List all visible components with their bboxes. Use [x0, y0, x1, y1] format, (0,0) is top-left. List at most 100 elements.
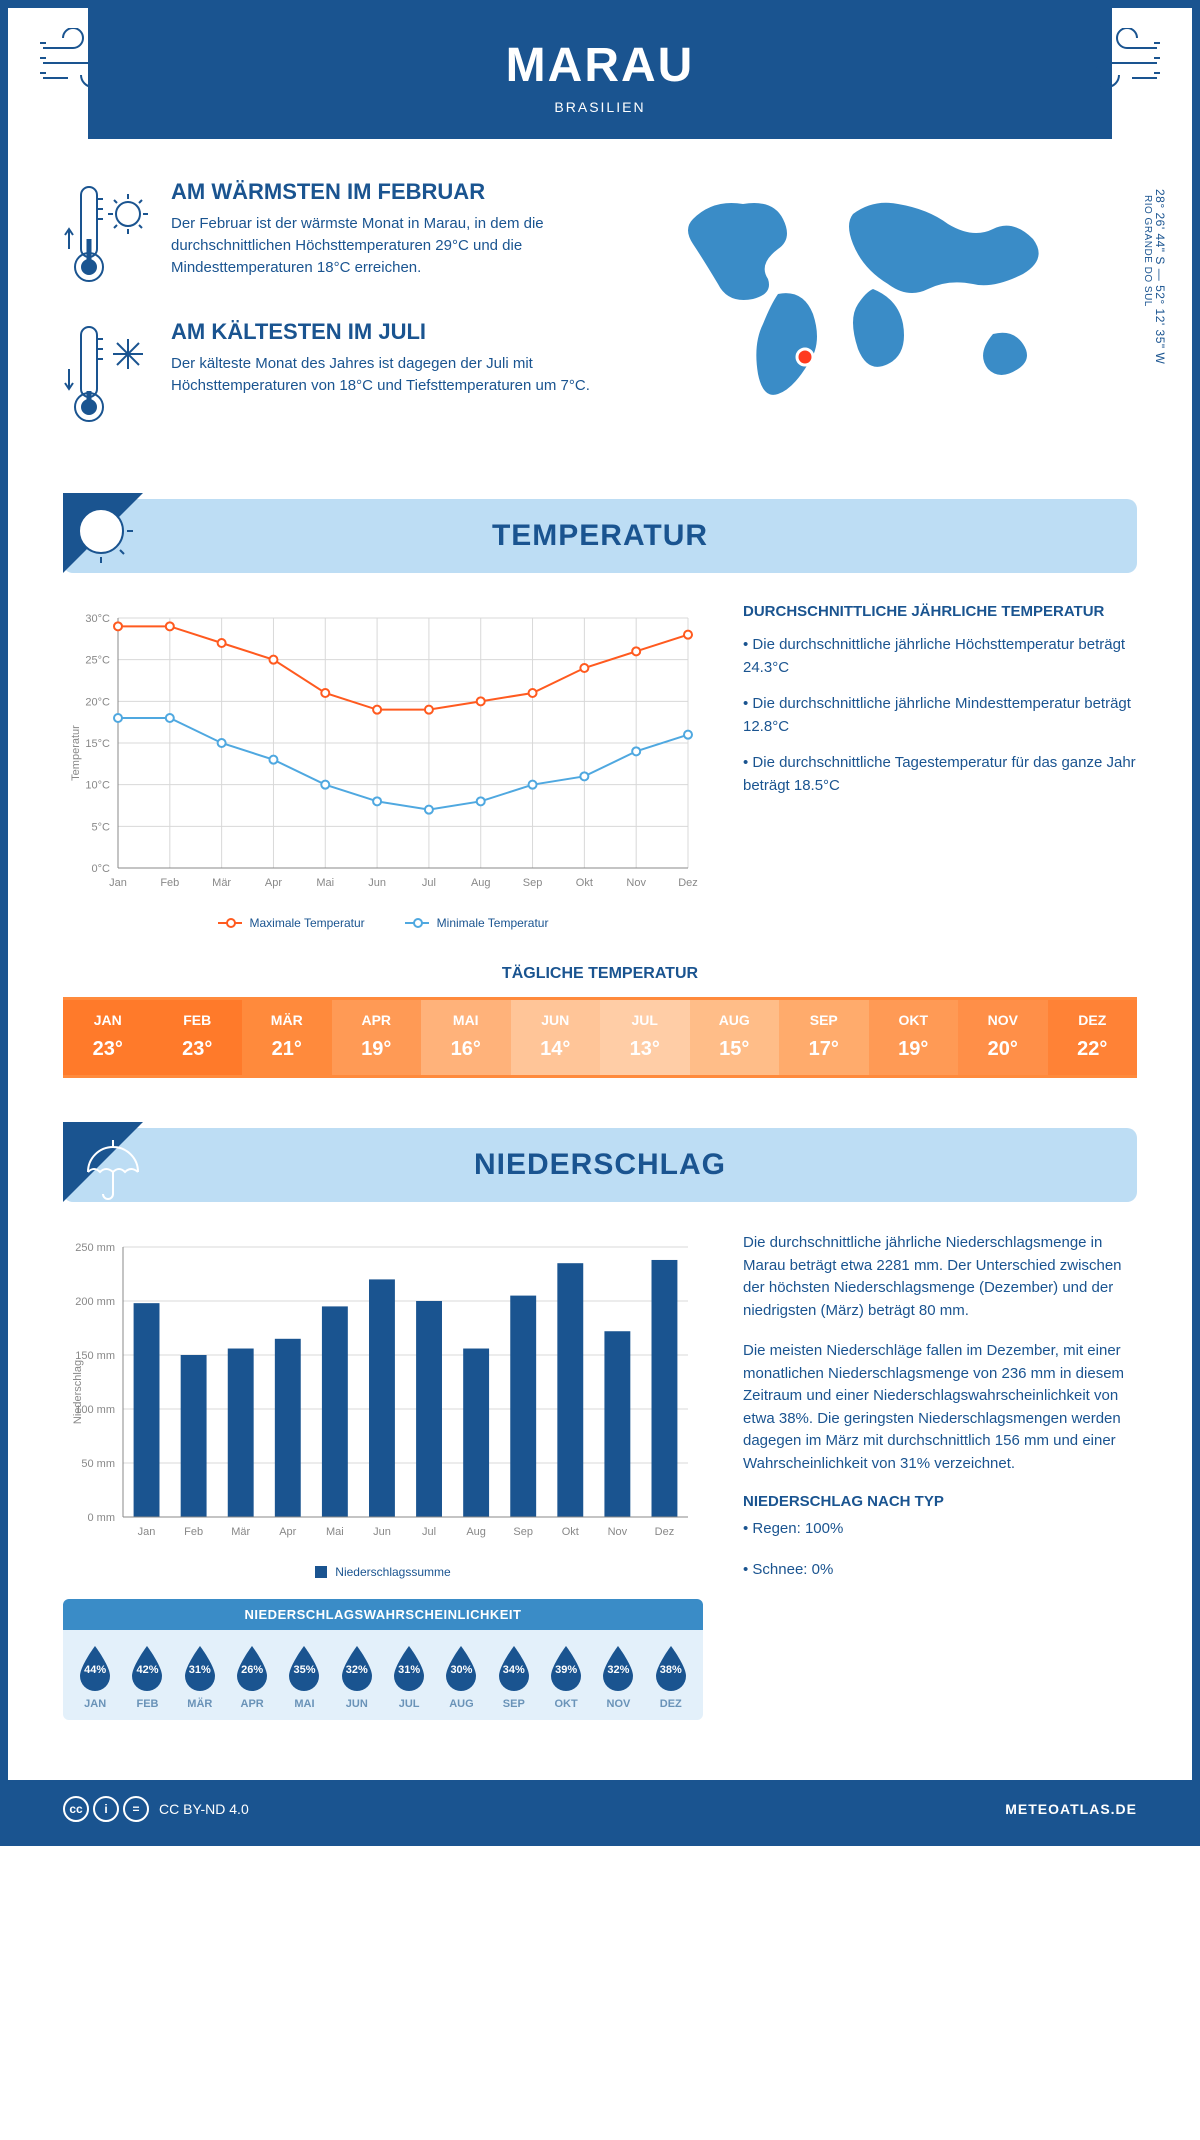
- temperature-info: DURCHSCHNITTLICHE JÄHRLICHE TEMPERATUR •…: [743, 603, 1137, 930]
- precipitation-chart: 0 mm50 mm100 mm150 mm200 mm250 mmJanFebM…: [63, 1232, 703, 1579]
- raindrop-icon: 26%: [233, 1644, 271, 1692]
- cc-icons: cc i =: [63, 1796, 149, 1822]
- svg-text:Dez: Dez: [655, 1526, 675, 1538]
- svg-text:0 mm: 0 mm: [88, 1512, 116, 1524]
- svg-text:200 mm: 200 mm: [75, 1296, 115, 1308]
- precipitation-probability: NIEDERSCHLAGSWAHRSCHEINLICHKEIT 44%JAN 4…: [63, 1599, 703, 1720]
- svg-text:250 mm: 250 mm: [75, 1242, 115, 1254]
- warmest-fact: AM WÄRMSTEN IM FEBRUAR Der Februar ist d…: [63, 179, 623, 289]
- prob-cell: 34%SEP: [490, 1644, 538, 1710]
- precipitation-title: NIEDERSCHLAG: [63, 1148, 1137, 1182]
- svg-text:Temperatur: Temperatur: [70, 725, 82, 781]
- temp-cell: AUG15°: [690, 1000, 780, 1075]
- nd-icon: =: [123, 1796, 149, 1822]
- svg-text:Jul: Jul: [422, 1526, 436, 1538]
- svg-text:Mär: Mär: [231, 1526, 250, 1538]
- prob-cell: 32%JUN: [333, 1644, 381, 1710]
- warmest-title: AM WÄRMSTEN IM FEBRUAR: [171, 179, 623, 205]
- svg-text:Mai: Mai: [316, 877, 334, 889]
- svg-text:Aug: Aug: [466, 1526, 486, 1538]
- raindrop-icon: 34%: [495, 1644, 533, 1692]
- svg-text:Jun: Jun: [368, 877, 386, 889]
- prob-cell: 31%JUL: [385, 1644, 433, 1710]
- wind-icon: [1072, 28, 1162, 98]
- prob-cell: 35%MAI: [280, 1644, 328, 1710]
- umbrella-icon: [63, 1122, 163, 1222]
- svg-text:30°C: 30°C: [85, 613, 110, 625]
- temp-cell: MAI16°: [421, 1000, 511, 1075]
- daily-temp-title: TÄGLICHE TEMPERATUR: [63, 965, 1137, 983]
- coldest-fact: AM KÄLTESTEN IM JULI Der kälteste Monat …: [63, 319, 623, 429]
- raindrop-icon: 31%: [390, 1644, 428, 1692]
- svg-text:0°C: 0°C: [92, 863, 111, 875]
- prob-cell: 30%AUG: [437, 1644, 485, 1710]
- svg-text:25°C: 25°C: [85, 655, 110, 667]
- temp-cell: JAN23°: [63, 1000, 153, 1075]
- svg-text:Aug: Aug: [471, 877, 491, 889]
- svg-text:Feb: Feb: [184, 1526, 203, 1538]
- page-container: MARAU BRASILIEN: [0, 0, 1200, 1846]
- cc-icon: cc: [63, 1796, 89, 1822]
- warmest-text: Der Februar ist der wärmste Monat in Mar…: [171, 213, 623, 278]
- raindrop-icon: 39%: [547, 1644, 585, 1692]
- svg-text:Okt: Okt: [576, 877, 593, 889]
- svg-text:Mär: Mär: [212, 877, 231, 889]
- temp-cell: NOV20°: [958, 1000, 1048, 1075]
- prob-cell: 32%NOV: [594, 1644, 642, 1710]
- precipitation-info: Die durchschnittliche jährliche Niedersc…: [743, 1232, 1137, 1720]
- svg-text:Apr: Apr: [265, 877, 282, 889]
- svg-text:Jun: Jun: [373, 1526, 391, 1538]
- thermometer-snow-icon: [63, 319, 153, 429]
- raindrop-icon: 32%: [338, 1644, 376, 1692]
- prob-cell: 39%OKT: [542, 1644, 590, 1710]
- svg-text:Nov: Nov: [608, 1526, 628, 1538]
- temp-cell: MÄR21°: [242, 1000, 332, 1075]
- temp-cell: APR19°: [332, 1000, 422, 1075]
- legend-max: .legend-item:nth-child(1) .legend-line::…: [218, 916, 365, 930]
- intro-section: AM WÄRMSTEN IM FEBRUAR Der Februar ist d…: [63, 179, 1137, 459]
- temp-cell: FEB23°: [153, 1000, 243, 1075]
- svg-text:Feb: Feb: [160, 877, 179, 889]
- raindrop-icon: 44%: [76, 1644, 114, 1692]
- temperature-title: TEMPERATUR: [63, 519, 1137, 553]
- temp-cell: SEP17°: [779, 1000, 869, 1075]
- coordinates: 28° 26' 44" S — 52° 12' 35" W RIO GRANDE…: [1142, 189, 1167, 364]
- temp-cell: DEZ22°: [1048, 1000, 1138, 1075]
- page-title: MARAU: [88, 38, 1112, 93]
- temperature-chart: 0°C5°C10°C15°C20°C25°C30°CJanFebMärAprMa…: [63, 603, 703, 930]
- coldest-text: Der kälteste Monat des Jahres ist dagege…: [171, 353, 623, 397]
- svg-text:Apr: Apr: [279, 1526, 296, 1538]
- coldest-title: AM KÄLTESTEN IM JULI: [171, 319, 623, 345]
- temp-cell: JUN14°: [511, 1000, 601, 1075]
- svg-text:Jan: Jan: [109, 877, 127, 889]
- license-text: CC BY-ND 4.0: [159, 1801, 249, 1817]
- svg-text:Sep: Sep: [523, 877, 543, 889]
- prob-cell: 42%FEB: [123, 1644, 171, 1710]
- prob-cell: 38%DEZ: [647, 1644, 695, 1710]
- svg-text:Sep: Sep: [513, 1526, 533, 1538]
- raindrop-icon: 42%: [128, 1644, 166, 1692]
- footer: cc i = CC BY-ND 4.0 METEOATLAS.DE: [8, 1780, 1192, 1838]
- svg-text:Dez: Dez: [678, 877, 698, 889]
- svg-text:15°C: 15°C: [85, 738, 110, 750]
- svg-text:Okt: Okt: [562, 1526, 579, 1538]
- svg-text:Jan: Jan: [138, 1526, 156, 1538]
- raindrop-icon: 30%: [442, 1644, 480, 1692]
- prob-cell: 44%JAN: [71, 1644, 119, 1710]
- legend-precip: Niederschlagssumme: [315, 1565, 450, 1579]
- temp-cell: OKT19°: [869, 1000, 959, 1075]
- prob-cell: 31%MÄR: [176, 1644, 224, 1710]
- precipitation-section-header: NIEDERSCHLAG: [63, 1128, 1137, 1202]
- raindrop-icon: 38%: [652, 1644, 690, 1692]
- by-icon: i: [93, 1796, 119, 1822]
- raindrop-icon: 35%: [285, 1644, 323, 1692]
- site-name: METEOATLAS.DE: [1005, 1801, 1137, 1817]
- svg-text:Nov: Nov: [626, 877, 646, 889]
- thermometer-sun-icon: [63, 179, 153, 289]
- raindrop-icon: 31%: [181, 1644, 219, 1692]
- svg-text:20°C: 20°C: [85, 696, 110, 708]
- daily-temp-table: JAN23°FEB23°MÄR21°APR19°MAI16°JUN14°JUL1…: [63, 997, 1137, 1078]
- header: MARAU BRASILIEN: [88, 8, 1112, 139]
- temperature-section-header: TEMPERATUR: [63, 499, 1137, 573]
- svg-text:10°C: 10°C: [85, 780, 110, 792]
